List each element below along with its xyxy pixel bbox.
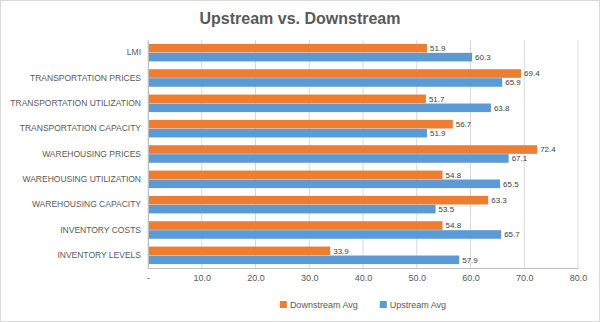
bar xyxy=(148,171,443,180)
bar xyxy=(148,221,443,230)
title: Upstream vs. Downstream xyxy=(200,10,401,27)
legend-label: Upstream Avg xyxy=(390,300,446,310)
data-label: 72.4 xyxy=(540,145,556,154)
y-tick: TRANSPORTATION PRICES xyxy=(30,73,148,83)
data-label: 69.4 xyxy=(524,69,540,78)
bar xyxy=(148,256,459,265)
y-tick-label: WAREHOUSING UTILIZATION xyxy=(22,174,141,184)
bar xyxy=(148,78,502,87)
chart: Upstream vs. Downstream 51.9 69.4 51.7 56.7 7… xyxy=(0,0,600,322)
bar xyxy=(148,104,491,113)
x-tick: 30.0 xyxy=(301,268,319,283)
x-tick: - xyxy=(147,268,150,283)
plot: 51.9 69.4 51.7 56.7 72.4 54.8 63.3 54.8 33.9 60.3… xyxy=(10,40,587,283)
data-label: 51.9 xyxy=(430,129,446,138)
data-label: 65.5 xyxy=(503,180,519,189)
x-tick-label: 80.0 xyxy=(570,273,588,283)
bar xyxy=(148,205,436,214)
y-tick-label: TRANSPORTATION UTILIZATION xyxy=(10,98,141,108)
bar xyxy=(148,247,330,256)
grid xyxy=(148,40,578,268)
data-label: 54.8 xyxy=(446,221,462,230)
data-label: 51.9 xyxy=(430,44,446,53)
y-tick: WAREHOUSING CAPACITY xyxy=(32,199,148,209)
y-tick: LMI xyxy=(127,47,148,57)
bar xyxy=(148,129,427,138)
x-tick-label: 50.0 xyxy=(408,273,426,283)
y-axis: LMI TRANSPORTATION PRICES TRANSPORTATION U… xyxy=(10,41,148,269)
y-tick-label: WAREHOUSING CAPACITY xyxy=(32,199,141,209)
legend-item: Downstream Avg xyxy=(280,300,358,310)
legend: Downstream Avg Upstream Avg xyxy=(280,300,446,310)
legend-label: Downstream Avg xyxy=(290,300,358,310)
x-tick: 70.0 xyxy=(516,268,534,283)
y-tick-label: INVENTORY LEVELS xyxy=(57,250,141,260)
y-tick-label: TRANSPORTATION PRICES xyxy=(30,73,141,83)
y-tick-label: TRANSPORTATION CAPACITY xyxy=(20,123,142,133)
bar xyxy=(148,145,537,154)
y-tick: INVENTORY LEVELS xyxy=(57,250,148,260)
bar xyxy=(148,69,521,78)
x-axis: - 10.0 20.0 30.0 40.0 50.0 60.0 70.0 80.0 xyxy=(147,268,587,283)
bar xyxy=(148,53,472,62)
data-label: 51.7 xyxy=(429,95,445,104)
x-tick-label: 40.0 xyxy=(355,273,373,283)
data-label: 67.1 xyxy=(512,154,528,163)
y-tick-label: LMI xyxy=(127,47,141,57)
bar xyxy=(148,196,488,205)
legend-swatch xyxy=(380,301,387,308)
data-label: 65.9 xyxy=(505,78,521,87)
x-tick: 60.0 xyxy=(462,268,480,283)
y-tick: TRANSPORTATION UTILIZATION xyxy=(10,98,148,108)
x-tick: 40.0 xyxy=(355,268,373,283)
data-label: 60.3 xyxy=(475,53,491,62)
data-label: 57.9 xyxy=(462,256,478,265)
y-axis-line xyxy=(148,41,149,269)
bars xyxy=(148,44,537,264)
chart-frame xyxy=(1,1,600,322)
x-tick-label: 10.0 xyxy=(193,273,211,283)
bar xyxy=(148,154,509,163)
legend-swatch xyxy=(280,301,287,308)
bar xyxy=(148,44,427,53)
bar xyxy=(148,95,426,104)
data-label: 56.7 xyxy=(456,120,472,129)
x-tick: 50.0 xyxy=(408,268,426,283)
bar xyxy=(148,120,453,129)
x-axis-line xyxy=(149,268,579,269)
grid-line xyxy=(578,40,579,268)
x-tick-label: 60.0 xyxy=(462,273,480,283)
y-tick: TRANSPORTATION CAPACITY xyxy=(20,123,148,133)
x-tick: 10.0 xyxy=(193,268,211,283)
y-tick: WAREHOUSING PRICES xyxy=(42,149,148,159)
grid-line xyxy=(148,40,149,268)
data-label: 63.3 xyxy=(491,196,507,205)
data-label: 33.9 xyxy=(333,247,349,256)
bar xyxy=(148,230,501,239)
data-label: 65.7 xyxy=(504,230,520,239)
y-tick: INVENTORY COSTS xyxy=(60,225,148,235)
data-label: 63.8 xyxy=(494,104,510,113)
x-tick-label: - xyxy=(147,273,150,283)
x-tick-label: 20.0 xyxy=(247,273,265,283)
data-label: 54.8 xyxy=(446,171,462,180)
data-labels: 51.9 69.4 51.7 56.7 72.4 54.8 63.3 54.8 33.9 60.3… xyxy=(333,44,556,265)
data-label: 53.5 xyxy=(439,205,455,214)
x-tick-label: 70.0 xyxy=(516,273,534,283)
x-tick: 80.0 xyxy=(570,268,588,283)
legend-item: Upstream Avg xyxy=(380,300,446,310)
x-tick-label: 30.0 xyxy=(301,273,319,283)
bar xyxy=(148,180,500,189)
y-tick: WAREHOUSING UTILIZATION xyxy=(22,174,148,184)
y-tick-label: INVENTORY COSTS xyxy=(60,225,141,235)
y-tick-label: WAREHOUSING PRICES xyxy=(42,149,141,159)
x-tick: 20.0 xyxy=(247,268,265,283)
